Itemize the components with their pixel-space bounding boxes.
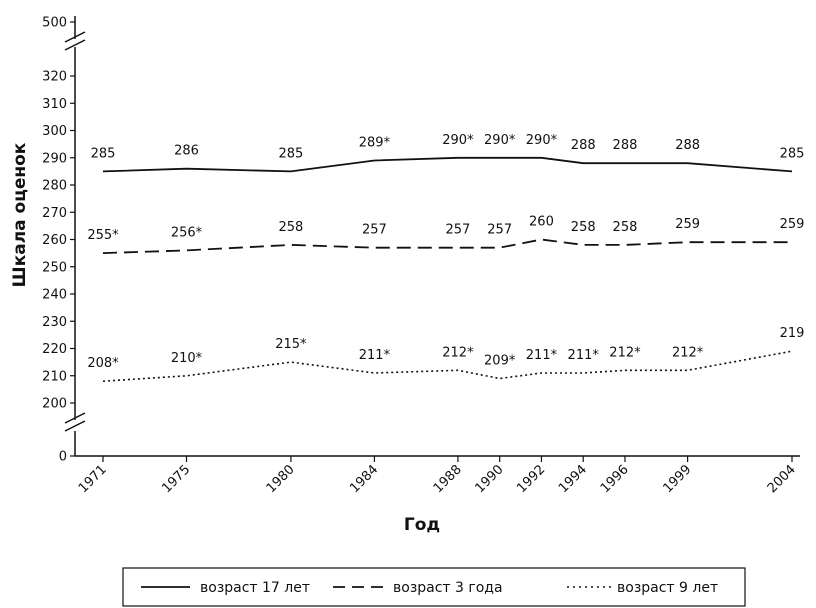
data-label: 209* bbox=[484, 353, 516, 368]
y-tick-label: 290 bbox=[42, 151, 67, 166]
data-label: 212* bbox=[672, 345, 704, 360]
data-label: 288 bbox=[571, 138, 596, 153]
legend-label-3: возраст 9 лет bbox=[617, 580, 718, 596]
data-label: 290* bbox=[484, 133, 516, 148]
data-label: 290* bbox=[442, 133, 474, 148]
data-label: 212* bbox=[609, 345, 641, 360]
series-line-3 bbox=[102, 350, 793, 382]
data-label: 211* bbox=[568, 348, 600, 363]
data-label: 256* bbox=[171, 225, 203, 240]
x-tick-label: 1988 bbox=[431, 462, 465, 496]
x-tick-label: 2004 bbox=[765, 462, 799, 496]
y-tick-label: 210 bbox=[42, 369, 67, 384]
x-axis-label: Год bbox=[404, 515, 440, 535]
data-label: 285 bbox=[780, 146, 805, 161]
data-label: 260 bbox=[529, 215, 554, 230]
x-tick-label: 1971 bbox=[76, 462, 110, 496]
y-tick-label: 200 bbox=[42, 397, 67, 412]
y-tick-label: 260 bbox=[42, 233, 67, 248]
y-tick-label: 270 bbox=[42, 206, 67, 221]
data-label: 210* bbox=[171, 351, 203, 366]
data-label: 289* bbox=[359, 135, 391, 150]
x-tick-label: 1990 bbox=[473, 462, 507, 496]
y-tick-label: 280 bbox=[42, 179, 67, 194]
x-tick-label: 1984 bbox=[347, 462, 381, 496]
data-label: 288 bbox=[675, 138, 700, 153]
data-label: 219 bbox=[780, 326, 805, 341]
y-tick-label: 250 bbox=[42, 260, 67, 275]
y-tick-label: 0 bbox=[59, 450, 67, 465]
x-tick-label: 1980 bbox=[264, 462, 298, 496]
data-label: 255* bbox=[87, 228, 119, 243]
x-tick-label: 1994 bbox=[556, 462, 590, 496]
y-axis-label: Шкала оценок bbox=[10, 142, 30, 287]
chart-series bbox=[102, 156, 793, 382]
y-axis-break-mark bbox=[64, 31, 86, 43]
x-tick-label: 1975 bbox=[159, 462, 193, 496]
x-tick-label: 1996 bbox=[598, 462, 632, 496]
legend-label-2: возраст 3 года bbox=[393, 580, 503, 596]
data-label: 258 bbox=[613, 220, 638, 235]
legend: возраст 17 лет возраст 3 года возраст 9 ле… bbox=[122, 567, 746, 607]
x-tick-label: 1992 bbox=[514, 462, 548, 496]
chart-axes: 0 200 210 220 230 240 250 260 270 280 290 300 310 320… bbox=[42, 16, 800, 496]
data-label: 285 bbox=[91, 146, 116, 161]
data-label: 211* bbox=[359, 348, 391, 363]
series-line-1 bbox=[102, 156, 793, 173]
data-label: 257 bbox=[487, 223, 512, 238]
data-label: 259 bbox=[780, 217, 805, 232]
y-axis-break-mark bbox=[64, 412, 86, 424]
y-tick-label: 300 bbox=[42, 124, 67, 139]
y-tick-label: 320 bbox=[42, 70, 67, 85]
data-label: 290* bbox=[526, 133, 558, 148]
data-label: 285 bbox=[278, 146, 303, 161]
data-label: 257 bbox=[362, 223, 387, 238]
chart-data-labels: 285 286 285 289* 290* 290* 290* 288 288 288 285 255… bbox=[87, 133, 804, 371]
y-tick-label: 230 bbox=[42, 315, 67, 330]
data-label: 208* bbox=[87, 356, 119, 371]
y-tick-label: 220 bbox=[42, 342, 67, 357]
x-tick-label: 1999 bbox=[660, 462, 694, 496]
legend-box bbox=[122, 567, 746, 607]
data-label: 259 bbox=[675, 217, 700, 232]
y-tick-label: 240 bbox=[42, 288, 67, 303]
y-axis-break-mark bbox=[64, 420, 86, 432]
data-label: 258 bbox=[571, 220, 596, 235]
data-label: 288 bbox=[613, 138, 638, 153]
data-label: 212* bbox=[442, 345, 474, 360]
data-label: 215* bbox=[275, 337, 307, 352]
y-tick-label: 310 bbox=[42, 97, 67, 112]
data-label: 286 bbox=[174, 144, 199, 159]
series-line-2 bbox=[102, 238, 792, 254]
y-axis-break-mark bbox=[64, 39, 86, 51]
data-label: 257 bbox=[446, 223, 471, 238]
data-label: 211* bbox=[526, 348, 558, 363]
legend-label-1: возраст 17 лет bbox=[200, 580, 310, 596]
data-label: 258 bbox=[278, 220, 303, 235]
y-tick-label: 500 bbox=[42, 16, 67, 31]
